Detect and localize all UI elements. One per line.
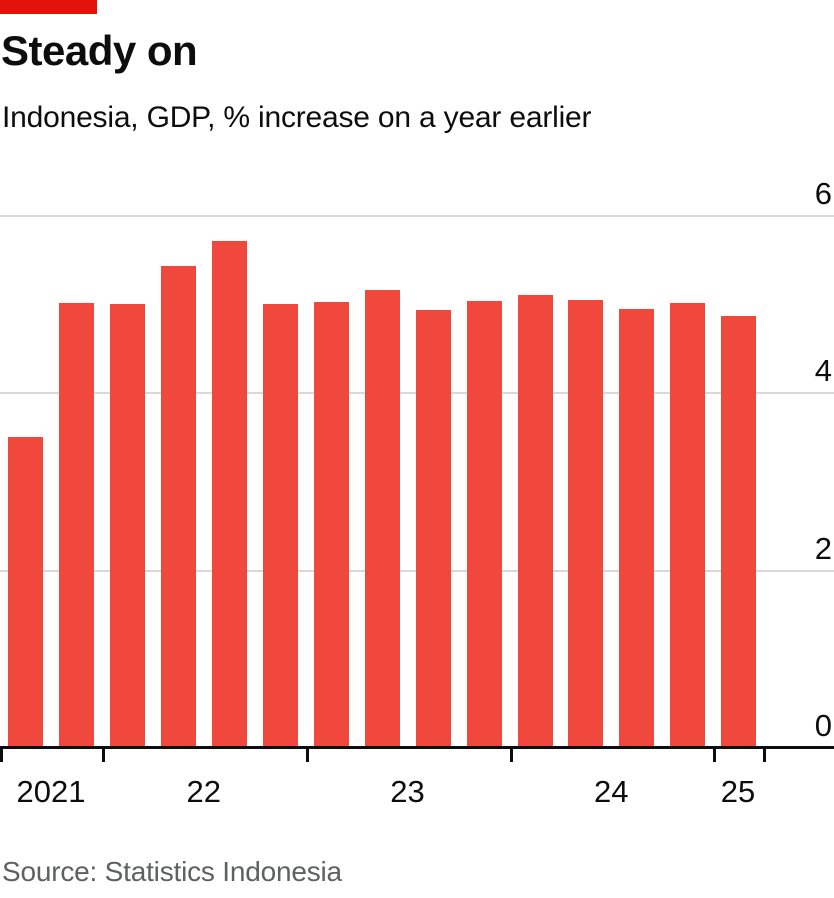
bar-q4-2021 [59, 303, 94, 748]
x-tick-label-25: 25 [720, 774, 756, 809]
bar-q3-2023 [416, 310, 451, 748]
bar-q3-2024 [619, 309, 654, 748]
bar-q3-2021 [8, 437, 43, 748]
chart-title: Steady on [1, 27, 198, 74]
bar-q1-2022 [110, 304, 145, 748]
brand-red-tag [0, 0, 97, 14]
x-axis-line [0, 746, 834, 749]
y-tick-label-0: 0 [814, 708, 832, 743]
x-tick-mark-0 [0, 747, 3, 762]
bar-q4-2023 [467, 301, 502, 748]
x-tick-label-23: 23 [390, 774, 425, 809]
chart-subtitle: Indonesia, GDP, % increase on a year ear… [2, 101, 592, 134]
bar-q1-2025 [721, 316, 756, 748]
x-tick-mark-5 [763, 747, 766, 762]
bar-q2-2023 [365, 290, 400, 748]
bar-q4-2022 [263, 304, 298, 748]
bar-q1-2024 [518, 295, 553, 748]
bar-q1-2023 [314, 302, 349, 748]
y-tick-label-6: 6 [814, 176, 832, 211]
bar-q3-2022 [212, 241, 247, 748]
source-note: Source: Statistics Indonesia [2, 856, 342, 887]
x-tick-mark-1 [102, 747, 105, 762]
x-tick-label-22: 22 [186, 774, 221, 809]
y-tick-label-4: 4 [814, 353, 832, 389]
gridline-6 [0, 215, 834, 217]
x-tick-mark-4 [713, 747, 716, 762]
bar-q2-2022 [161, 266, 196, 748]
bar-q2-2024 [568, 300, 603, 748]
x-tick-label-24: 24 [594, 774, 629, 809]
x-tick-mark-3 [509, 747, 513, 762]
y-tick-label-2: 2 [814, 530, 832, 566]
x-tick-label-2021: 2021 [16, 774, 86, 809]
x-tick-mark-2 [305, 747, 309, 762]
bar-q4-2024 [670, 303, 705, 748]
